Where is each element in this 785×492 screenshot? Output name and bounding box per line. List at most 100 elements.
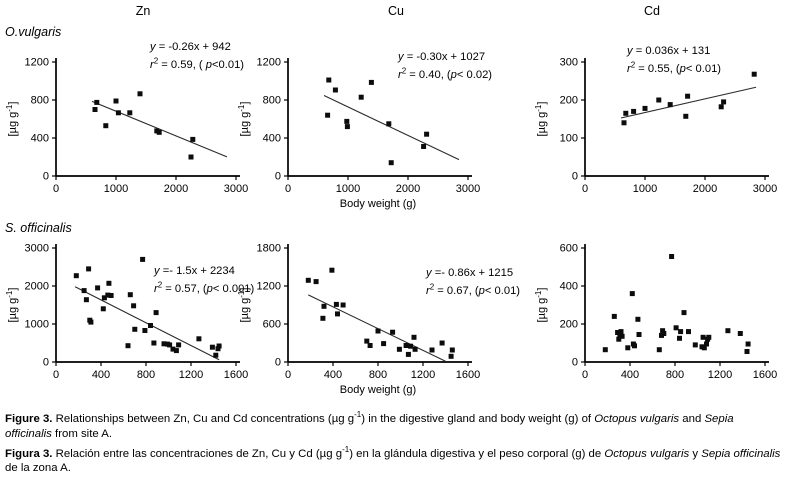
svg-text:800: 800 (666, 369, 684, 381)
svg-text:800: 800 (369, 369, 387, 381)
svg-text:0: 0 (43, 171, 49, 183)
y-axis-label: [µg g-1] (534, 288, 548, 323)
trendline (308, 294, 446, 362)
axes (55, 244, 240, 363)
data-points (92, 91, 196, 160)
data-points (325, 77, 430, 166)
svg-text:800: 800 (31, 95, 49, 107)
svg-text:0: 0 (53, 369, 59, 381)
x-ticks: 0 400 800 1200 1600 (285, 362, 480, 381)
svg-text:100: 100 (560, 133, 578, 145)
svg-text:600: 600 (560, 243, 578, 255)
svg-text:400: 400 (324, 369, 342, 381)
y-ticks: 0 1000 2000 3000 (25, 243, 56, 369)
svg-text:0: 0 (582, 183, 588, 195)
svg-text:1600: 1600 (224, 369, 248, 381)
trendline (91, 100, 228, 158)
svg-text:0: 0 (43, 357, 49, 369)
chart-cell-cd-o-vulgaris: 0 100 200 300 0 1000 2000 3000 [µg g-1] y = 0.03… (533, 44, 785, 224)
svg-text:200: 200 (560, 319, 578, 331)
axes (584, 58, 769, 177)
svg-text:0: 0 (572, 171, 578, 183)
svg-text:2000: 2000 (25, 281, 49, 293)
svg-text:1200: 1200 (179, 369, 203, 381)
data-points (602, 254, 751, 354)
x-axis-label: Body weight (g) (340, 198, 416, 210)
chart-cell-zn-s-officinalis: 0 1000 2000 3000 0 400 800 1200 1600 [µg g-1] y =… (4, 230, 276, 410)
y-ticks: 0 600 1200 1800 (257, 243, 288, 369)
x-axis-label: Body weight (g) (340, 384, 416, 396)
caption-spanish: Figura 3. Relación entre las concentraci… (5, 444, 781, 475)
svg-text:1000: 1000 (104, 183, 128, 195)
scatter-plot-cu-s-officinalis: 0 600 1200 1800 0 400 800 1200 1600 [µg g-1] Body … (237, 243, 480, 397)
y-ticks: 0 400 800 1200 (257, 57, 288, 183)
svg-text:3000: 3000 (224, 183, 248, 195)
x-ticks: 0 400 800 1200 1600 (53, 362, 248, 381)
y-ticks: 0 100 200 300 (560, 57, 585, 183)
svg-text:1200: 1200 (257, 281, 281, 293)
svg-text:2000: 2000 (164, 183, 188, 195)
scatter-plot-zn-o-vulgaris: 0 400 800 1200 0 1000 2000 3000 [µg g-1] (5, 57, 248, 196)
trendline (620, 86, 757, 119)
data-points (621, 71, 757, 126)
svg-text:0: 0 (285, 183, 291, 195)
svg-text:400: 400 (263, 133, 281, 145)
regression-equation-zn-o-vulgaris: y = -0.26x + 942 r2 = 0.59, ( p<0.01) (150, 41, 245, 72)
y-axis-label: [µg g-1] (5, 288, 19, 323)
svg-text:1000: 1000 (25, 319, 49, 331)
y-axis-label: [µg g-1] (237, 102, 251, 137)
svg-text:400: 400 (621, 369, 639, 381)
svg-text:800: 800 (137, 369, 155, 381)
svg-text:0: 0 (582, 369, 588, 381)
scatter-plot-cd-s-officinalis: 0 200 400 600 0 400 800 1200 1600 [µg g-1] (534, 243, 777, 382)
svg-text:0: 0 (275, 357, 281, 369)
svg-text:1600: 1600 (456, 369, 480, 381)
svg-text:800: 800 (263, 95, 281, 107)
svg-text:400: 400 (560, 281, 578, 293)
svg-text:200: 200 (560, 95, 578, 107)
svg-text:0: 0 (275, 171, 281, 183)
regression-equation-cu-o-vulgaris: y = -0.30x + 1027 r2 = 0.40, (p< 0.02) (398, 51, 493, 82)
axes (55, 58, 240, 177)
svg-text:400: 400 (92, 369, 110, 381)
regression-equation-cu-s-officinalis: y =- 0.86x + 1215 r2 = 0.67, (p< 0.01) (426, 267, 521, 298)
y-axis-label: [µg g-1] (5, 102, 19, 137)
trendline (323, 95, 460, 161)
column-header-zn: Zn (135, 4, 151, 18)
scatter-plot-zn-s-officinalis: 0 1000 2000 3000 0 400 800 1200 1600 [µg g-1] (5, 243, 248, 382)
svg-text:0: 0 (572, 357, 578, 369)
species-label-s-officinalis: S. officinalis (5, 221, 72, 235)
figure-caption: Figure 3. Relationships between Zn, Cu a… (5, 411, 781, 481)
svg-text:0: 0 (53, 183, 59, 195)
x-ticks: 0 1000 2000 3000 (582, 176, 777, 195)
y-ticks: 0 200 400 600 (560, 243, 585, 369)
data-points (73, 256, 222, 358)
svg-text:1000: 1000 (336, 183, 360, 195)
svg-text:2000: 2000 (396, 183, 420, 195)
svg-text:1200: 1200 (257, 57, 281, 69)
axes (584, 244, 769, 363)
svg-text:1600: 1600 (753, 369, 777, 381)
svg-text:1200: 1200 (411, 369, 435, 381)
svg-text:3000: 3000 (25, 243, 49, 255)
y-axis-label: [µg g-1] (237, 288, 251, 323)
x-ticks: 0 1000 2000 3000 (53, 176, 248, 195)
regression-equation-zn-s-officinalis: y =- 1.5x + 2234 r2 = 0.57, (p< 0.001) (154, 265, 255, 296)
svg-text:2000: 2000 (693, 183, 717, 195)
svg-text:1200: 1200 (708, 369, 732, 381)
y-ticks: 0 400 800 1200 (25, 57, 56, 183)
trendline (74, 286, 220, 361)
svg-text:600: 600 (263, 319, 281, 331)
svg-text:0: 0 (285, 369, 291, 381)
svg-text:1800: 1800 (257, 243, 281, 255)
svg-text:3000: 3000 (753, 183, 777, 195)
svg-text:1000: 1000 (633, 183, 657, 195)
axes (287, 58, 472, 177)
svg-text:3000: 3000 (456, 183, 480, 195)
column-header-cu: Cu (388, 4, 404, 18)
svg-text:300: 300 (560, 57, 578, 69)
scatter-plot-cu-o-vulgaris: 0 400 800 1200 0 1000 2000 3000 [µg g-1] Body wei… (237, 57, 480, 211)
data-points (305, 267, 455, 359)
chart-cell-cu-o-vulgaris: 0 400 800 1200 0 1000 2000 3000 [µg g-1] Body wei… (236, 44, 508, 224)
